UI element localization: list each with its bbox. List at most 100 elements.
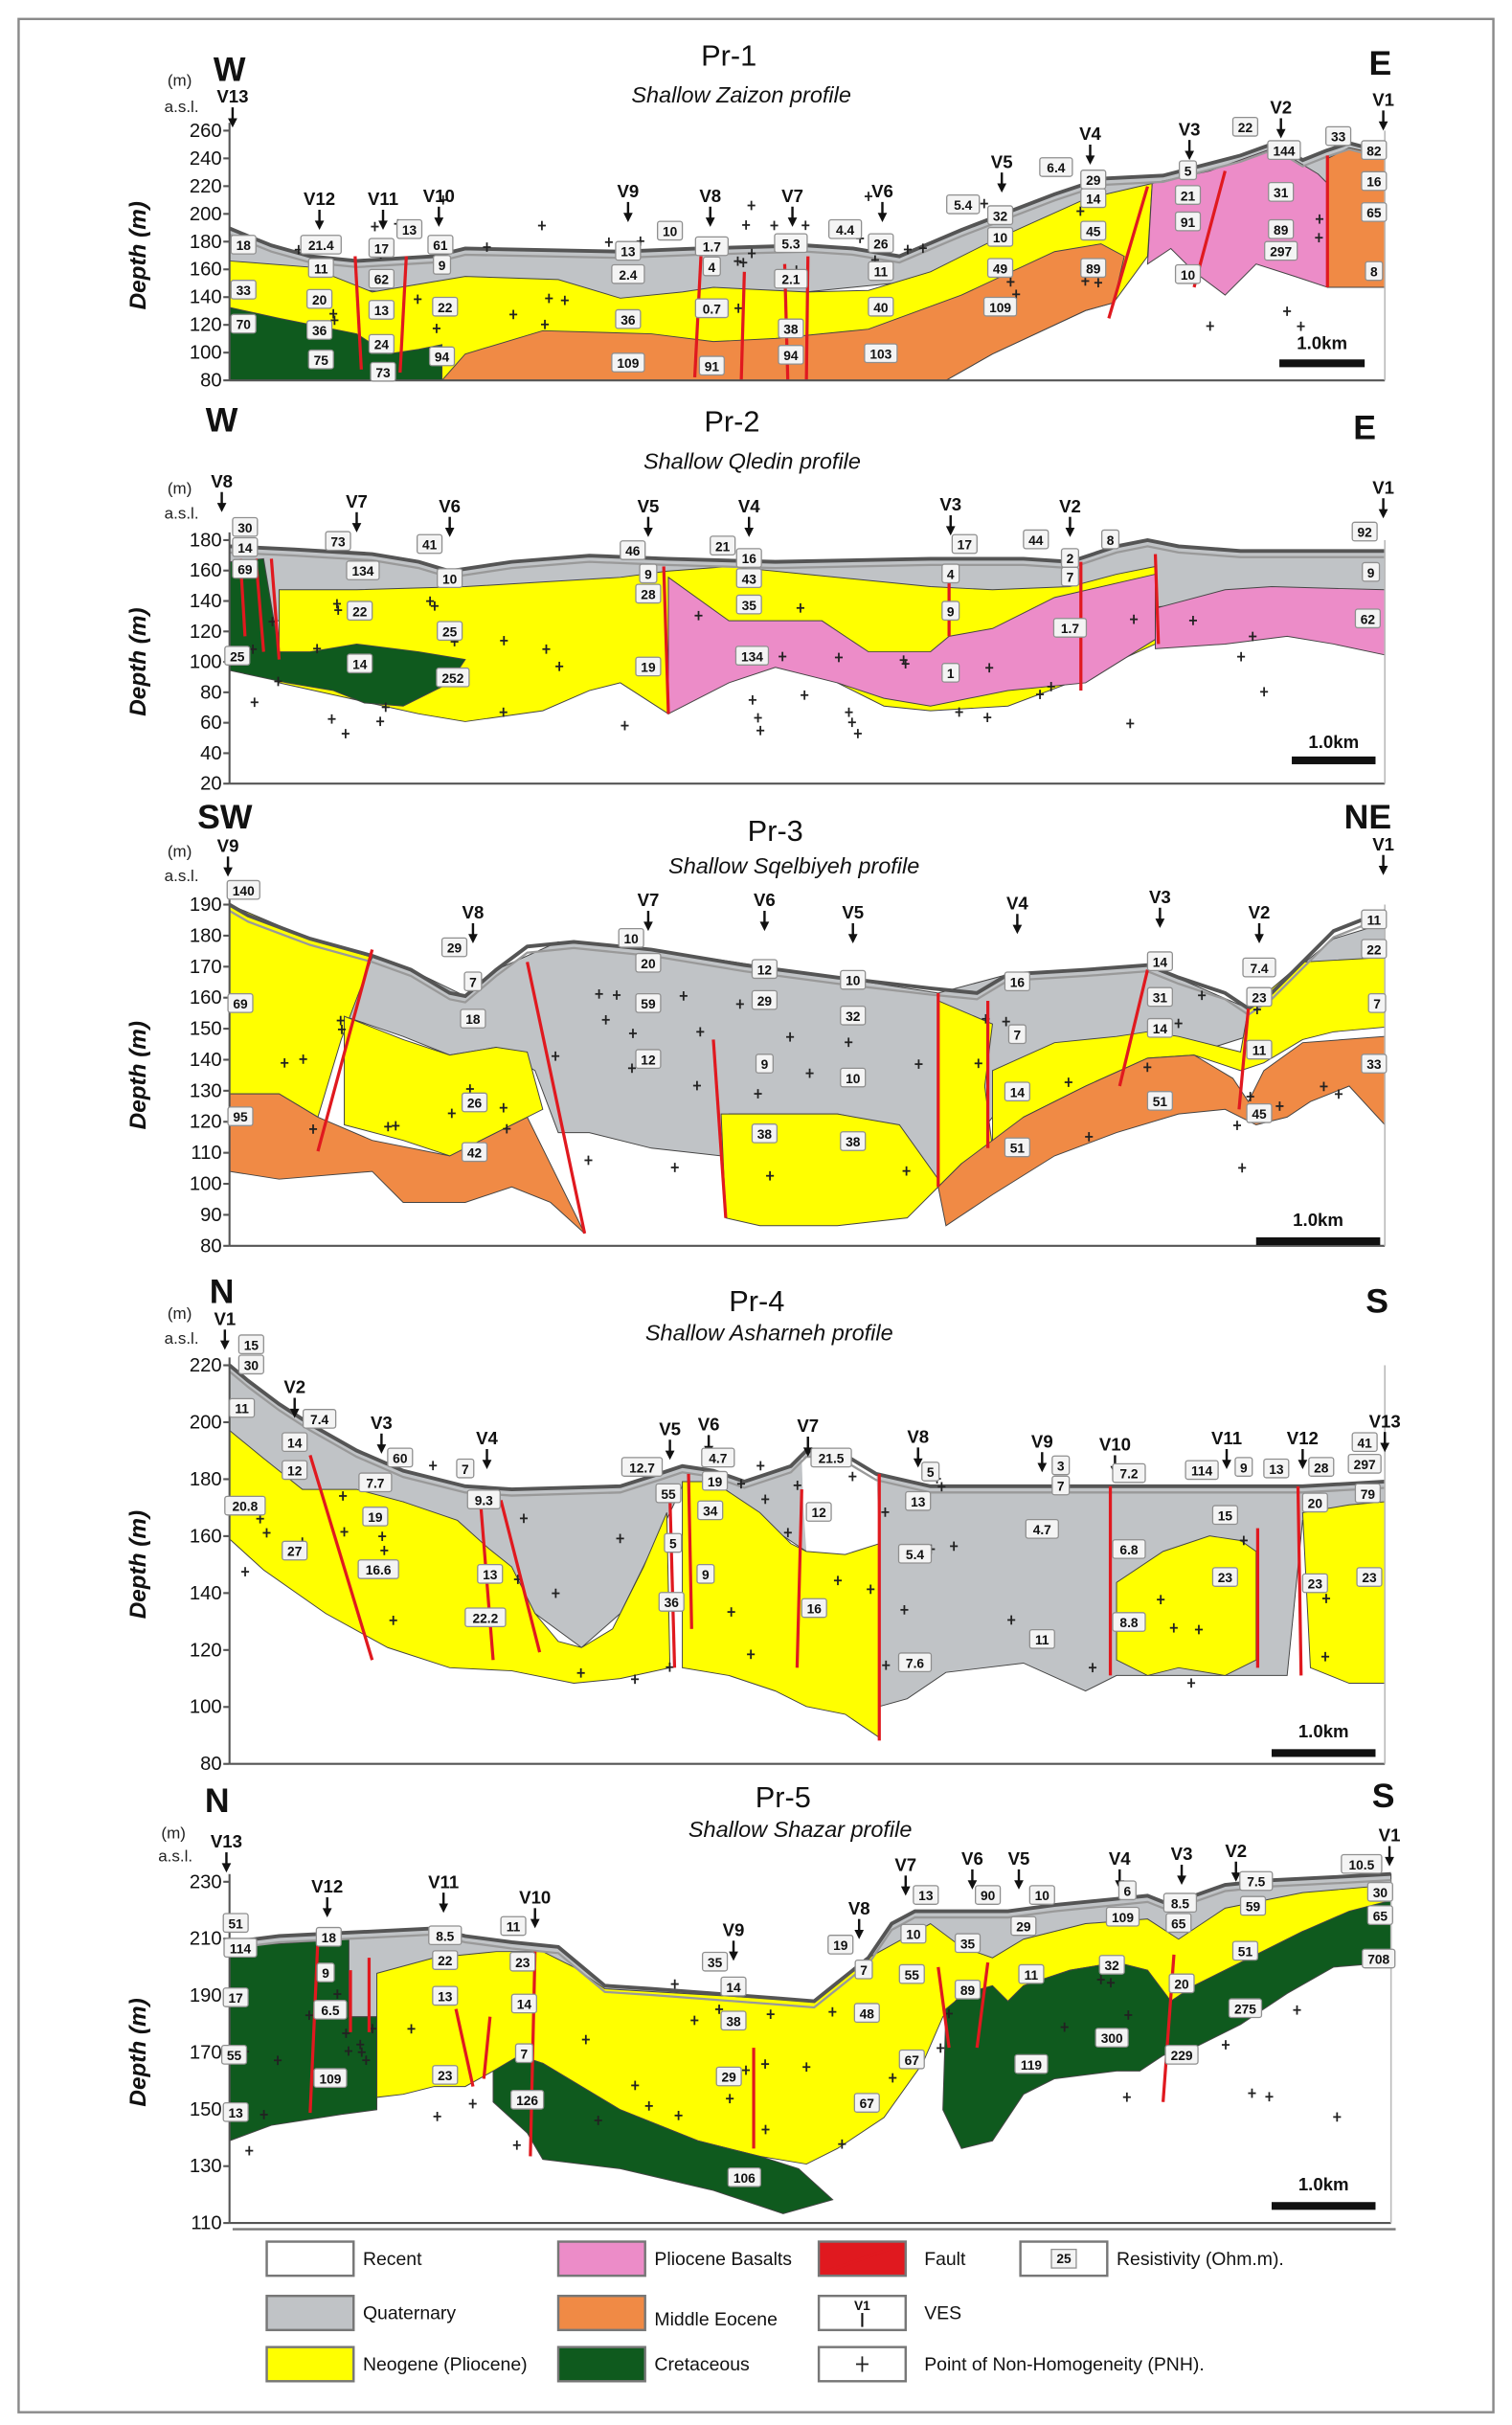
resistivity-label: 23 xyxy=(432,2065,459,2085)
fault-line xyxy=(499,1500,542,1653)
resistivity-value: 7.5 xyxy=(1247,1875,1265,1890)
resistivity-label: 69 xyxy=(232,558,259,579)
resistivity-value: 69 xyxy=(233,997,248,1011)
ves-label: V8 xyxy=(699,186,721,206)
pnh-point xyxy=(1320,1081,1328,1092)
resistivity-value: 29 xyxy=(722,2071,737,2085)
resistivity-value: 23 xyxy=(1218,1571,1233,1585)
resistivity-label: 65 xyxy=(1361,202,1388,222)
resistivity-value: 46 xyxy=(625,544,641,558)
ves-marker: V10 xyxy=(423,186,455,227)
resistivity-label: 89 xyxy=(954,1979,982,2000)
fault-icon xyxy=(823,2243,902,2275)
resistivity-value: 17 xyxy=(374,241,390,256)
resistivity-value: 69 xyxy=(237,563,253,578)
pnh-point xyxy=(1130,614,1139,624)
resistivity-value: 9 xyxy=(702,1568,710,1582)
ves-label: V10 xyxy=(519,1887,551,1907)
resistivity-value: 38 xyxy=(757,1127,773,1142)
ves-label: V11 xyxy=(368,189,398,209)
resistivity-label: 30 xyxy=(1366,1881,1393,1902)
pnh-point xyxy=(983,713,992,722)
resistivity-label: 109 xyxy=(982,296,1018,317)
resistivity-value: 20.8 xyxy=(232,1500,258,1514)
pnh-point xyxy=(334,605,343,615)
resistivity-value: 21.5 xyxy=(819,1452,845,1466)
resistivity-label: 91 xyxy=(698,355,725,376)
datum-label: a.s.l. xyxy=(165,504,199,522)
resistivity-label: 31 xyxy=(1268,182,1295,202)
resistivity-label: 29 xyxy=(1080,170,1107,190)
layer-neogene xyxy=(344,1015,544,1157)
resistivity-label: 27 xyxy=(282,1540,308,1561)
ves-label: V5 xyxy=(991,151,1013,171)
resistivity-label: 14 xyxy=(282,1432,308,1453)
resistivity-value: 89 xyxy=(1086,261,1101,276)
resistivity-value: 22 xyxy=(438,301,453,315)
resistivity-label: 229 xyxy=(1164,2045,1199,2065)
recent-layer-base-line xyxy=(228,1371,1386,1497)
resistivity-value: 29 xyxy=(447,941,463,956)
resistivity-label: 6.4 xyxy=(1039,157,1073,177)
pnh-point xyxy=(1237,651,1246,662)
resistivity-value: 5 xyxy=(669,1537,677,1552)
ves-marker: V9 xyxy=(618,181,639,222)
left-direction-label: N xyxy=(210,1273,235,1311)
y-tick-label: 120 xyxy=(190,315,222,336)
pnh-point xyxy=(1206,321,1214,331)
resistivity-value: 95 xyxy=(233,1110,248,1124)
resistivity-label: 26 xyxy=(461,1092,488,1113)
resistivity-value: 275 xyxy=(1234,2002,1256,2016)
pnh-point xyxy=(537,220,546,231)
resistivity-label: 7.7 xyxy=(358,1472,393,1493)
y-tick-label: 200 xyxy=(190,1412,222,1433)
resistivity-value: 6.4 xyxy=(1047,161,1065,175)
resistivity-value: 48 xyxy=(860,2006,875,2021)
pnh-point xyxy=(1124,2010,1133,2020)
layer-neogene xyxy=(229,1429,671,1685)
pnh-point xyxy=(329,308,338,319)
resistivity-value: 22.2 xyxy=(473,1611,499,1625)
resistivity-value: 13 xyxy=(229,2106,244,2120)
ves-arrowhead-icon xyxy=(223,867,233,877)
y-tick-label: 190 xyxy=(190,1985,222,2006)
left-direction-label: W xyxy=(214,51,246,89)
y-tick-label: 100 xyxy=(190,1697,222,1718)
ves-arrowhead-icon xyxy=(705,217,715,227)
resistivity-value: 9 xyxy=(947,604,955,619)
ves-arrowhead-icon xyxy=(221,1863,232,1873)
resistivity-value: 14 xyxy=(1010,1085,1026,1099)
resistivity-label: 45 xyxy=(1246,1102,1273,1123)
ves-arrowhead-icon xyxy=(997,183,1007,193)
ves-label: V2 xyxy=(283,1377,305,1397)
pnh-point xyxy=(1246,1092,1254,1101)
pnh-point xyxy=(1315,214,1324,224)
pnh-point xyxy=(499,1102,508,1113)
legend-label: Pliocene Basalts xyxy=(654,2249,792,2270)
resistivity-value: 14 xyxy=(1086,193,1101,207)
pnh-point xyxy=(308,1124,318,1134)
resistivity-value: 20 xyxy=(1308,1497,1323,1511)
scale-bar-label: 1.0km xyxy=(1293,1210,1343,1230)
ves-marker: V9 xyxy=(723,1919,745,1961)
pnh-point xyxy=(974,1058,982,1069)
resistivity-value: 18 xyxy=(465,1012,481,1027)
ves-label: V2 xyxy=(1270,98,1292,118)
y-tick-label: 100 xyxy=(190,343,222,364)
recent-layer-base-line xyxy=(229,910,1386,1016)
y-tick-label: 130 xyxy=(190,1080,222,1101)
y-tick-label: 120 xyxy=(190,622,222,643)
resistivity-value: 24 xyxy=(374,338,390,352)
resistivity-label: 14 xyxy=(1080,188,1107,209)
resistivity-label: 22 xyxy=(432,296,459,317)
resistivity-label: 51 xyxy=(1004,1137,1030,1158)
pnh-point xyxy=(944,2008,954,2019)
pnh-point xyxy=(336,1015,345,1026)
ves-label: V9 xyxy=(723,1919,745,1939)
ves-marker: V1 xyxy=(1372,89,1394,131)
resistivity-value: 27 xyxy=(287,1545,303,1559)
pnh-point xyxy=(889,2073,897,2083)
resistivity-value: 22 xyxy=(1238,121,1253,135)
ves-arrowhead-icon xyxy=(376,1444,387,1454)
ves-marker: V2 xyxy=(1059,496,1081,537)
